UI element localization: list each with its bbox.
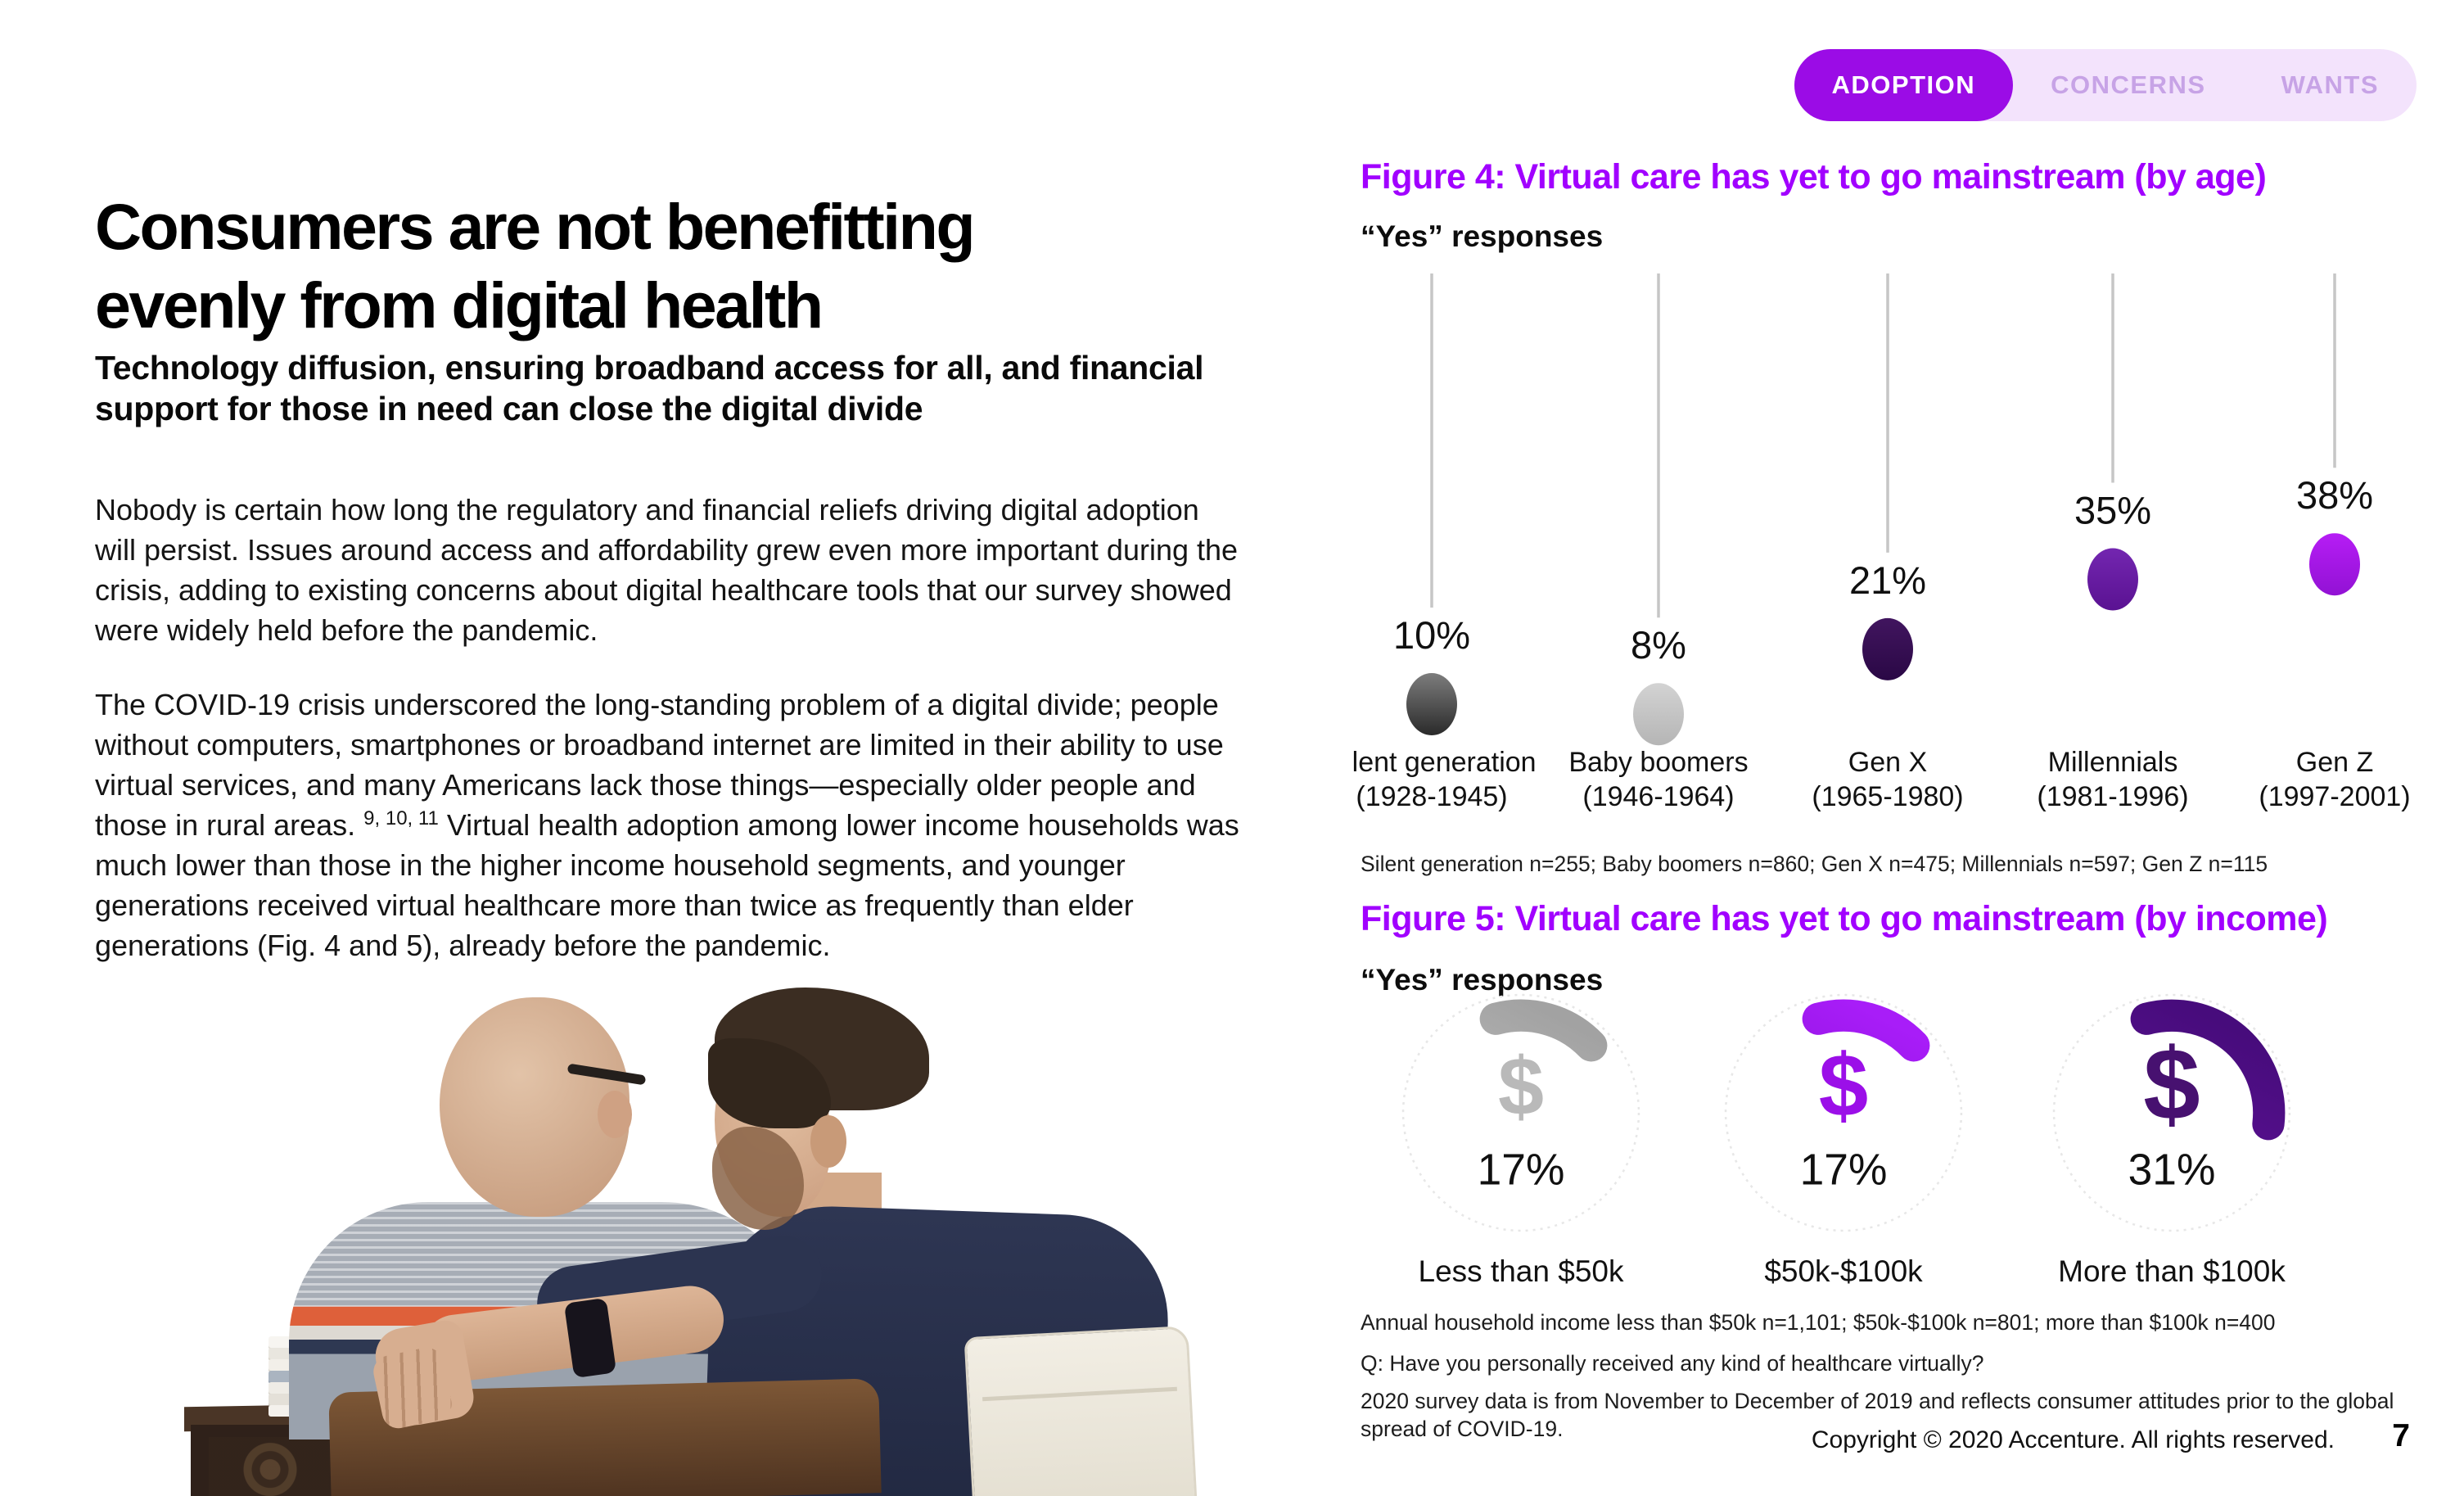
fig4-column-gen-z: 38% Gen Z (1997-2001)	[2259, 273, 2411, 812]
bar-bulb	[1406, 673, 1457, 735]
donut-track	[1401, 993, 1640, 1232]
donut-label-more-than-100k: More than $100k	[2058, 1254, 2286, 1288]
figure5-title: Figure 5: Virtual care has yet to go mai…	[1361, 899, 2328, 938]
figure4-chart: 10% Silent generation (1928-1945) 8% Bab…	[1351, 273, 2411, 812]
tab-adoption[interactable]: ADOPTION	[1794, 49, 2014, 121]
dollar-icon: $	[2143, 1028, 2200, 1141]
category-name: Gen Z	[2296, 747, 2373, 778]
section-tabs: ADOPTION CONCERNS WANTS	[1794, 49, 2417, 121]
category-name: Silent generation	[1351, 747, 1537, 778]
category-years: (1981-1996)	[2037, 781, 2188, 812]
photo-white-chair	[963, 1325, 1198, 1496]
tab-concerns[interactable]: CONCERNS	[2051, 70, 2206, 99]
photo-right-man-ear	[810, 1115, 846, 1168]
fig4-column-gen-x: 21% Gen X (1965-1980)	[1812, 273, 1964, 812]
paragraph-2-text: The COVID-19 crisis underscored the long…	[95, 688, 1224, 842]
donut-less-than-50k: $ 17%	[1397, 989, 1645, 1236]
dollar-icon: $	[1819, 1037, 1868, 1136]
value-label: 35%	[2074, 489, 2151, 532]
survey-note: 2020 survey data is from November to Dec…	[1361, 1389, 2394, 1441]
category-years: (1997-2001)	[2259, 781, 2410, 812]
value-label: 38%	[2296, 473, 2373, 517]
copyright: Copyright © 2020 Accenture. All rights r…	[1811, 1426, 2335, 1453]
tab-wants[interactable]: WANTS	[2281, 70, 2379, 99]
value-label: 21%	[1849, 558, 1926, 602]
value-label: 10%	[1393, 613, 1470, 657]
page-subtitle: Technology diffusion, ensuring broadband…	[95, 349, 1204, 428]
body-paragraph-2: The COVID-19 crisis underscored the long…	[95, 685, 1245, 965]
photo-right-man-beard	[712, 1127, 804, 1230]
photo-desk-carving	[209, 1437, 332, 1496]
survey-question: Q: Have you personally received any kind…	[1361, 1351, 1984, 1376]
category-name: Baby boomers	[1568, 747, 1748, 778]
photo-right-man-fingers	[370, 1345, 455, 1431]
value-label: 8%	[1631, 623, 1686, 667]
figure4-subtitle: “Yes” responses	[1361, 219, 1604, 253]
donut-arc	[1730, 999, 1957, 1227]
donut-track	[2052, 993, 2291, 1232]
donut-50k-100k: $ 17%	[1720, 989, 1967, 1236]
photo-left-man-ear	[598, 1091, 632, 1138]
fig4-column-millennials: 35% Millennials (1981-1996)	[2037, 273, 2189, 812]
page-number: 7	[2392, 1418, 2410, 1453]
figure5-subtitle: “Yes” responses	[1361, 963, 1604, 997]
donut-arc	[1407, 999, 1635, 1227]
footnote-reference: 9, 10, 11	[363, 807, 439, 829]
dollar-icon: $	[1498, 1041, 1544, 1132]
donut-label-50k-100k: $50k-$100k	[1764, 1254, 1923, 1288]
body-paragraph-1: Nobody is certain how long the regulator…	[95, 493, 1239, 647]
donut-more-than-100k: $ 31%	[2048, 989, 2295, 1236]
donut-arc	[2058, 999, 2286, 1227]
fig4-column-baby-boomers: 8% Baby boomers (1946-1964)	[1568, 273, 1749, 812]
paragraph-2-text-cont: Virtual health adoption among lower inco…	[95, 808, 1239, 962]
donut-track	[1724, 993, 1963, 1232]
figure5-footnote: Annual household income less than $50k n…	[1361, 1310, 2276, 1335]
figure4-title: Figure 4: Virtual care has yet to go mai…	[1361, 157, 2267, 197]
page-title: Consumers are not benefitting evenly fro…	[95, 189, 976, 341]
donut-value: 17%	[1478, 1146, 1565, 1195]
bar-bulb	[1862, 617, 1913, 680]
donut-value: 31%	[2128, 1146, 2216, 1195]
category-name: Gen X	[1848, 747, 1927, 778]
category-name: Millennials	[2048, 747, 2178, 778]
bar-bulb	[2087, 548, 2138, 611]
bar-bulb	[2309, 533, 2360, 596]
category-years: (1928-1945)	[1356, 781, 1507, 812]
category-years: (1965-1980)	[1812, 781, 1963, 812]
donut-value: 17%	[1800, 1146, 1888, 1195]
category-years: (1946-1964)	[1582, 781, 1734, 812]
donut-label-less-than-50k: Less than $50k	[1418, 1254, 1624, 1288]
bar-bulb	[1633, 683, 1684, 746]
photo-two-men-at-desk	[184, 966, 1214, 1496]
figure4-footnote: Silent generation n=255; Baby boomers n=…	[1361, 852, 2268, 876]
fig4-column-silent-generation: 10% Silent generation (1928-1945)	[1351, 273, 1537, 812]
